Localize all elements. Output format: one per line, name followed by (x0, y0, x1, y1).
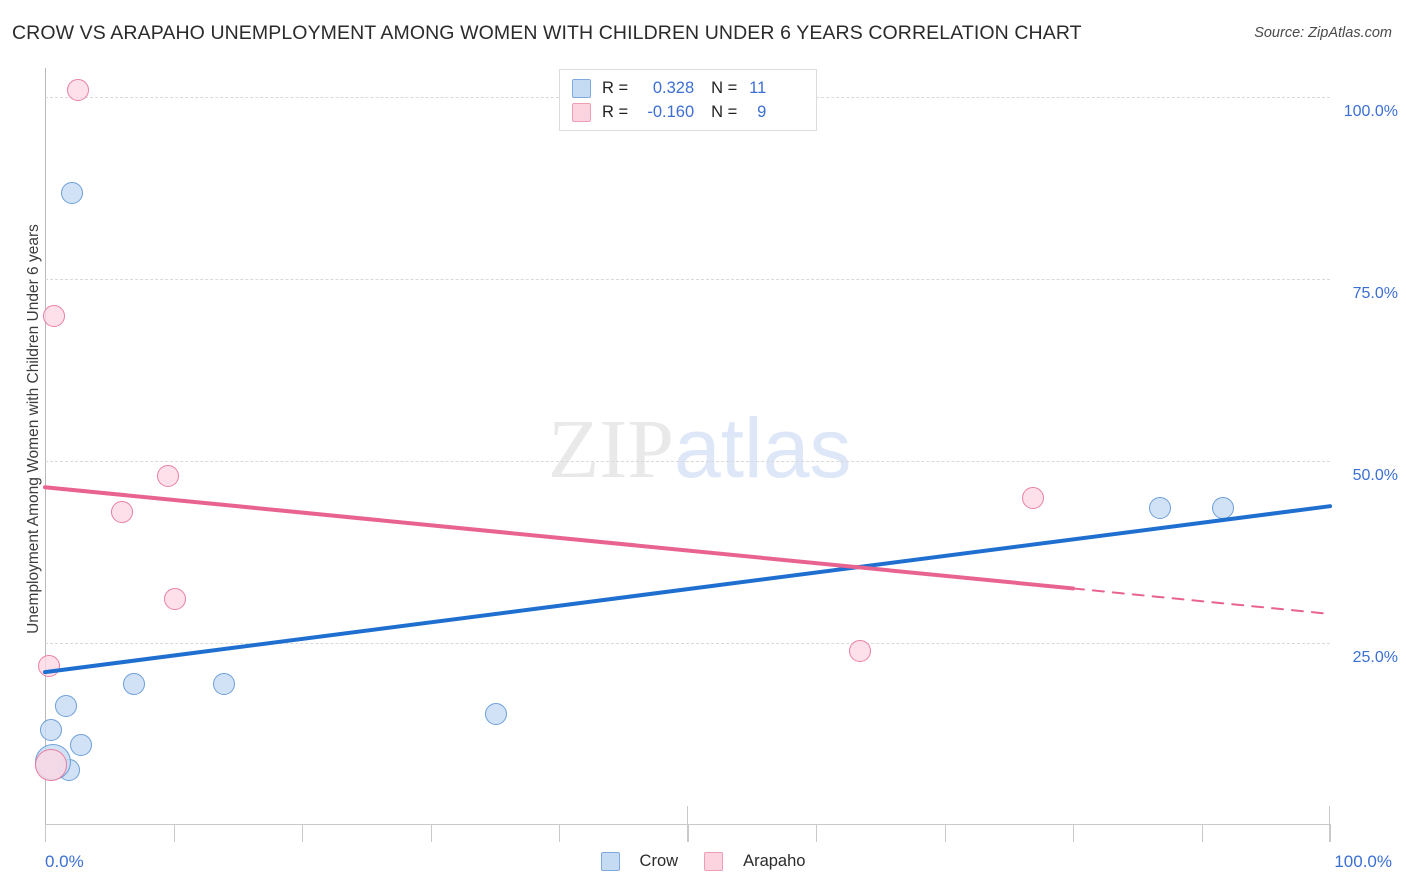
arapaho-trend-line (43, 485, 1075, 591)
arapaho-r-label: R = (602, 102, 629, 121)
crow-data-point[interactable] (485, 702, 508, 725)
crow-n-label: N = (711, 78, 738, 97)
crow-data-point[interactable] (54, 695, 77, 718)
arapaho-trend-line-extrapolated (1072, 587, 1331, 615)
arapaho-data-point[interactable] (67, 78, 90, 101)
gridline (45, 279, 1330, 281)
crow-data-point[interactable] (69, 733, 92, 756)
y-tick-label: 100.0% (1343, 103, 1398, 121)
crow-legend-swatch (600, 852, 620, 871)
crow-trend-line (43, 504, 1332, 675)
crow-data-point[interactable] (60, 182, 83, 205)
gridline (45, 643, 1330, 645)
source-attribution: Source: ZipAtlas.com (1254, 25, 1392, 41)
x-tick (1330, 824, 1331, 842)
crow-data-point[interactable] (212, 672, 235, 695)
x-tick (1073, 824, 1074, 842)
arapaho-data-point[interactable] (157, 465, 180, 488)
y-tick-label: 75.0% (1352, 285, 1398, 303)
x-tick (45, 824, 46, 842)
crow-r-value: 0.328 (652, 78, 695, 97)
crow-data-point[interactable] (40, 719, 63, 742)
x-tick (430, 824, 432, 842)
stat-row-arapaho: R = -0.160 N = 9 (572, 100, 806, 124)
arapaho-r-value: -0.160 (647, 102, 695, 121)
correlation-stats-legend: R = 0.328 N = 11 R = -0.160 N = 9 (559, 69, 817, 131)
crow-data-point[interactable] (122, 672, 145, 695)
arapaho-n-label: N = (711, 102, 738, 121)
x-tick (944, 824, 946, 842)
arapaho-color-swatch (572, 102, 591, 122)
crow-n-value: 11 (749, 78, 767, 97)
zipatlas-watermark: ZIPatlas (548, 406, 851, 492)
crow-data-point[interactable] (1149, 496, 1172, 519)
x-tick (559, 824, 560, 842)
series-legend: Crow Arapaho (0, 852, 1406, 871)
x-tick-mid (687, 806, 688, 842)
x-tick-last (1329, 806, 1330, 842)
x-tick (1201, 824, 1203, 842)
crow-r-label: R = (602, 78, 629, 97)
x-axis-min-label: 0.0% (45, 852, 84, 871)
y-tick-label: 25.0% (1352, 649, 1398, 667)
arapaho-data-point[interactable] (163, 588, 186, 611)
arapaho-data-point[interactable] (35, 748, 68, 781)
stat-row-crow: R = 0.328 N = 11 (572, 76, 806, 100)
legend-item-crow[interactable]: Crow (600, 852, 679, 871)
arapaho-n-value: 9 (757, 102, 767, 121)
watermark-atlas: atlas (674, 401, 852, 495)
y-axis-line (45, 68, 46, 825)
arapaho-data-point[interactable] (111, 501, 134, 523)
legend-item-arapaho[interactable]: Arapaho (704, 852, 805, 871)
y-tick-label: 50.0% (1352, 467, 1398, 485)
arapaho-data-point[interactable] (1022, 487, 1045, 510)
crow-color-swatch (572, 78, 591, 98)
gridline (45, 461, 1330, 463)
arapaho-legend-swatch (704, 852, 724, 871)
arapaho-legend-label: Arapaho (743, 852, 806, 870)
x-tick (687, 824, 689, 842)
page-title: CROW VS ARAPAHO UNEMPLOYMENT AMONG WOMEN… (12, 22, 1082, 44)
x-axis-max-label: 100.0% (1334, 852, 1392, 871)
x-tick (302, 824, 303, 842)
watermark-zip: ZIP (548, 403, 674, 496)
arapaho-data-point[interactable] (43, 305, 65, 328)
crow-legend-label: Crow (639, 852, 679, 870)
arapaho-data-point[interactable] (848, 640, 871, 663)
x-tick (816, 824, 817, 842)
x-tick (173, 824, 175, 842)
